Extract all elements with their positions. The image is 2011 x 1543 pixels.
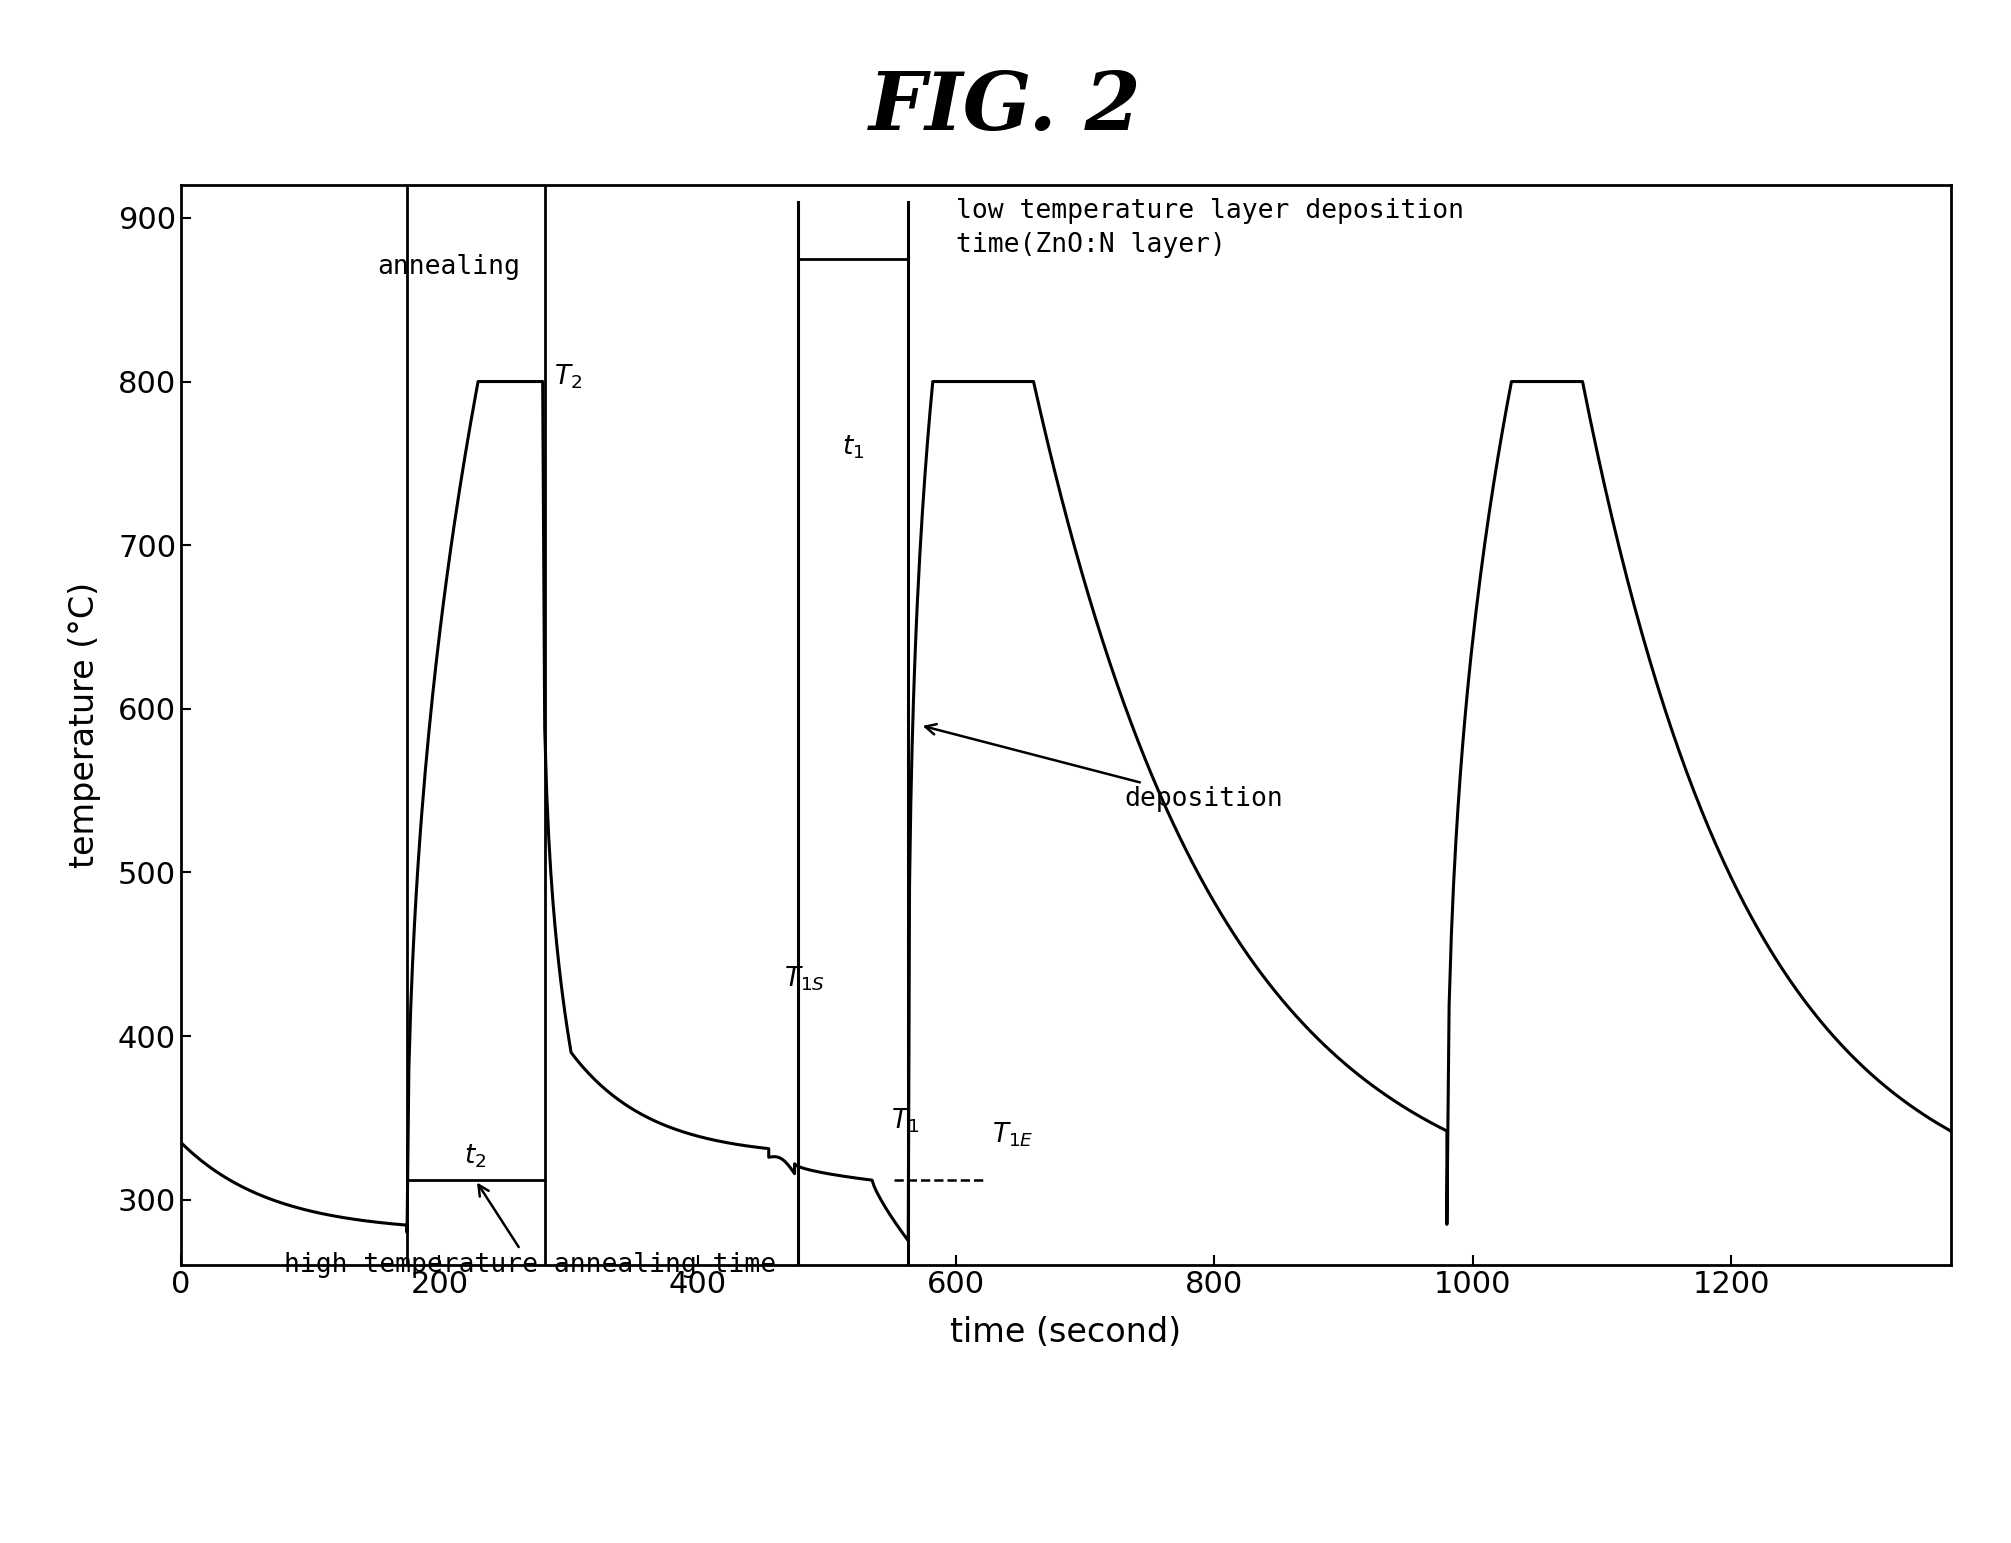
Text: $T_{1E}$: $T_{1E}$: [991, 1120, 1034, 1148]
Text: annealing: annealing: [376, 255, 519, 281]
X-axis label: time (second): time (second): [951, 1316, 1180, 1349]
Text: high temperature annealing time: high temperature annealing time: [284, 1185, 776, 1278]
Text: low temperature layer deposition
time(ZnO:N layer): low temperature layer deposition time(Zn…: [955, 198, 1464, 258]
Text: $T_1$: $T_1$: [891, 1106, 919, 1136]
Text: $t_1$: $t_1$: [841, 434, 865, 461]
Text: $T_{1S}$: $T_{1S}$: [784, 964, 825, 994]
Text: deposition: deposition: [925, 724, 1283, 812]
Text: $T_2$: $T_2$: [555, 363, 583, 390]
Text: $t_2$: $t_2$: [465, 1143, 487, 1170]
Text: FIG. 2: FIG. 2: [869, 69, 1142, 147]
Y-axis label: temperature (°C): temperature (°C): [68, 582, 101, 869]
